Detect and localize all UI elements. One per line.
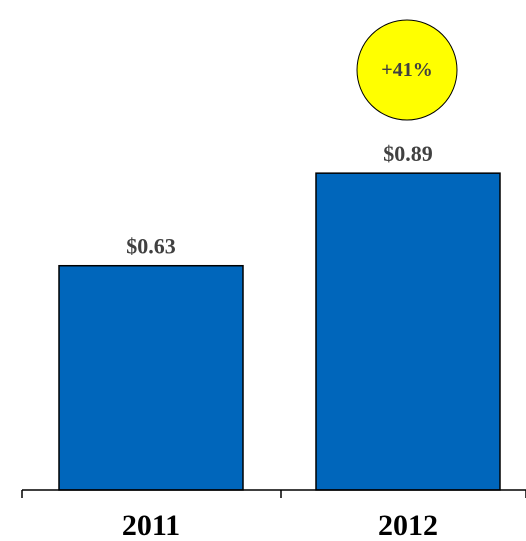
x-axis-tick-labels: 2011 2012 [122,509,438,541]
x-axis-ticks [21,490,526,498]
growth-badge: +41% [356,19,458,121]
value-label-2011: $0.63 [126,234,176,259]
value-label-2012: $0.89 [383,141,433,166]
bar-2011 [58,264,244,491]
growth-badge-circle [356,19,458,121]
bar-2012 [315,172,501,491]
value-labels-group: $0.63 $0.89 [126,141,433,259]
tick-label-2011: 2011 [122,509,180,541]
tick-label-2012: 2012 [378,509,438,541]
growth-badge-label: +41% [381,59,432,81]
bars-group [58,172,501,491]
